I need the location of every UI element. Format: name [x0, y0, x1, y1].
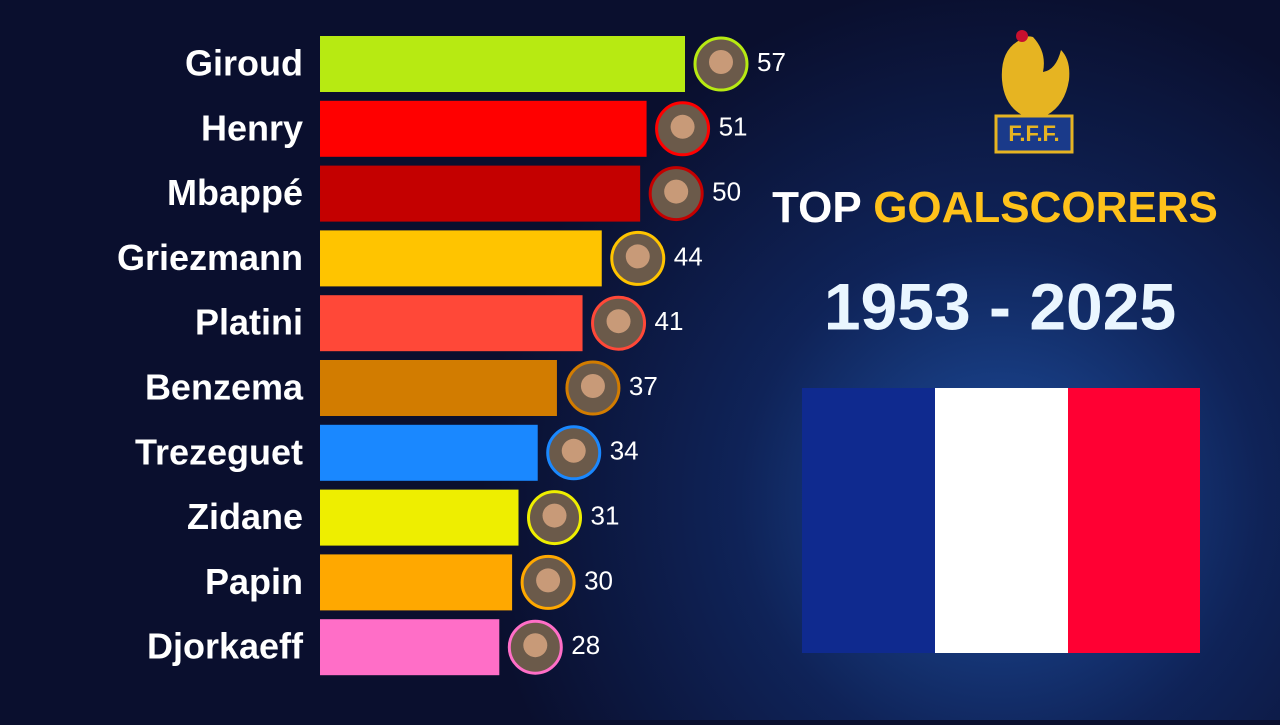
bar [320, 230, 602, 287]
category-label: Griezmann [117, 237, 303, 278]
flag [802, 388, 1200, 653]
title-highlight: GOALSCORERS [873, 183, 1218, 232]
title-lead: TOP [772, 183, 861, 232]
value-label: 30 [584, 565, 613, 595]
avatar-face [709, 50, 733, 74]
value-label: 31 [591, 500, 620, 530]
bars: Giroud 57 Henry 51 Mbappé 50 Griezmann 44 Platin… [117, 36, 786, 676]
avatar-face [670, 114, 695, 139]
value-label: 57 [757, 47, 786, 77]
value-label: 51 [719, 112, 748, 142]
category-label: Mbappé [167, 172, 303, 213]
bar [320, 36, 685, 92]
category-label: Djorkaeff [147, 626, 304, 667]
category-label: Papin [205, 561, 303, 602]
category-label: Giroud [185, 43, 303, 84]
bar [320, 489, 519, 546]
avatar-face [580, 374, 605, 398]
logo: F.F.F. [994, 30, 1074, 154]
avatar-face [561, 438, 586, 463]
bar [320, 619, 500, 676]
value-label: 28 [571, 630, 600, 660]
bar [320, 295, 583, 352]
category-label: Benzema [145, 367, 304, 408]
logo-text: F.F.F. [1008, 121, 1059, 146]
bar [320, 100, 647, 157]
avatar-face [664, 179, 689, 204]
bar [320, 360, 557, 416]
avatar-face [625, 244, 650, 269]
category-label: Zidane [187, 496, 303, 537]
bar [320, 554, 513, 611]
avatar-face [542, 503, 567, 528]
subtitle: 1953 - 2025 [824, 269, 1176, 343]
chart-title: TOP GOALSCORERS [772, 183, 1218, 232]
category-label: Platini [195, 302, 303, 343]
value-label: 50 [712, 176, 741, 206]
value-label: 37 [629, 371, 658, 401]
category-label: Henry [201, 107, 303, 148]
value-label: 44 [674, 241, 703, 271]
value-label: 34 [610, 436, 639, 466]
category-label: Trezeguet [135, 431, 303, 472]
avatar-face [606, 309, 631, 334]
avatar-face [523, 633, 548, 658]
avatar-face [536, 568, 561, 593]
value-label: 41 [655, 306, 684, 336]
bar [320, 424, 538, 481]
bar [320, 165, 641, 222]
